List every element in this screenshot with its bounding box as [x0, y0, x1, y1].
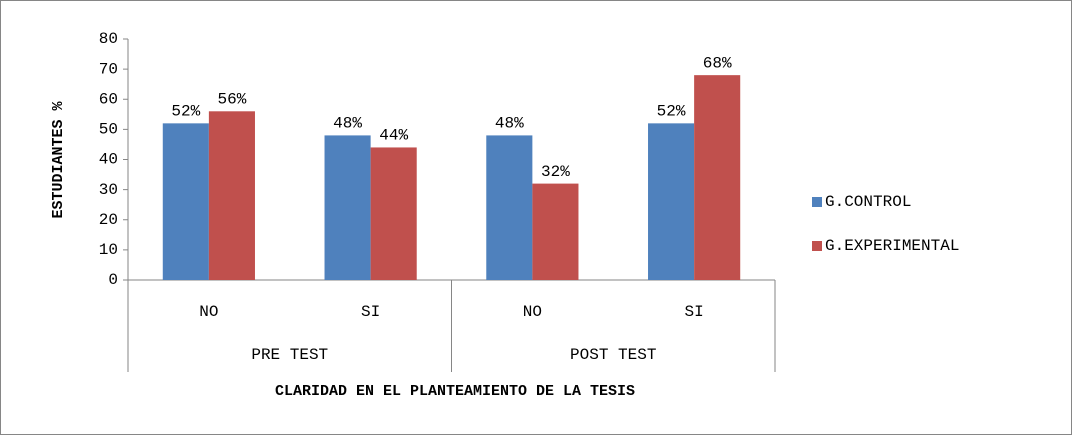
value-label: 48%: [333, 115, 362, 133]
bar: [370, 147, 417, 280]
value-label: 48%: [495, 115, 524, 133]
bar: [486, 135, 533, 280]
bar: [694, 75, 741, 281]
y-tick-label: 70: [99, 60, 118, 78]
bar: [648, 123, 695, 280]
y-tick-label: 60: [99, 90, 118, 108]
legend-swatch: [812, 241, 822, 251]
value-label: 32%: [541, 163, 570, 181]
bar: [162, 123, 209, 280]
y-tick-label: 20: [99, 211, 118, 229]
value-label: 52%: [657, 103, 686, 121]
y-tick-label: 40: [99, 151, 118, 169]
y-tick-label: 30: [99, 181, 118, 199]
x-tick-label: NO: [199, 303, 218, 321]
bar: [532, 183, 579, 280]
value-label: 52%: [171, 103, 200, 121]
x-tick-label: SI: [361, 303, 380, 321]
value-label: 56%: [218, 91, 247, 109]
value-label: 68%: [703, 54, 732, 72]
x-tick-label: SI: [685, 303, 704, 321]
y-tick-label: 50: [99, 121, 118, 139]
legend-label: G.EXPERIMENTAL: [825, 237, 959, 255]
y-tick-label: 0: [108, 271, 118, 289]
x-tick-label: NO: [523, 303, 542, 321]
y-tick-label: 10: [99, 241, 118, 259]
legend-swatch: [812, 197, 822, 207]
value-label: 44%: [379, 127, 408, 145]
group-label: PRE TEST: [251, 346, 328, 364]
group-label: POST TEST: [570, 346, 656, 364]
y-axis-title: ESTUDIANTES %: [50, 100, 67, 218]
legend-label: G.CONTROL: [825, 193, 911, 211]
x-axis-title: CLARIDAD EN EL PLANTEAMIENTO DE LA TESIS: [275, 383, 635, 400]
bar: [324, 135, 371, 280]
bar: [208, 111, 255, 280]
y-tick-label: 80: [99, 30, 118, 48]
